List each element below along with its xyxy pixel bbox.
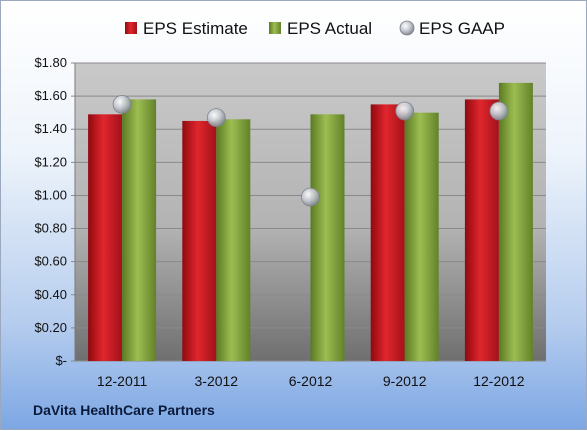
y-tick-label: $1.80 — [34, 55, 67, 70]
y-tick-label: $1.20 — [34, 154, 67, 169]
company-name: DaVita HealthCare Partners — [33, 402, 215, 418]
point-eps-gaap — [395, 101, 415, 121]
bar-eps-actual — [310, 114, 345, 361]
point-eps-gaap — [206, 108, 226, 128]
y-tick-label: $1.00 — [34, 187, 67, 202]
legend-swatch-eps-gaap — [399, 20, 415, 36]
x-category-label: 9-2012 — [383, 373, 427, 389]
bar-eps-estimate — [182, 120, 217, 361]
legend-label-eps-actual: EPS Actual — [287, 19, 372, 38]
bar-eps-estimate — [464, 99, 499, 361]
point-eps-gaap — [112, 94, 132, 114]
y-tick-label: $0.40 — [34, 287, 67, 302]
legend-label-eps-estimate: EPS Estimate — [143, 19, 248, 38]
bar-eps-actual — [498, 82, 533, 361]
bar-eps-actual — [216, 119, 251, 362]
bar-eps-actual — [122, 99, 157, 361]
bar-eps-actual — [404, 112, 439, 362]
bar-eps-estimate — [370, 104, 405, 361]
x-category-label: 12-2011 — [97, 373, 148, 389]
bar-eps-estimate — [88, 114, 123, 361]
legend-swatch-eps-actual — [269, 22, 281, 34]
x-category-label: 6-2012 — [289, 373, 333, 389]
legend-swatch-eps-estimate — [125, 22, 137, 34]
x-category-label: 3-2012 — [195, 373, 239, 389]
legend-label-eps-gaap: EPS GAAP — [419, 19, 505, 38]
y-tick-label: $0.20 — [34, 320, 67, 335]
y-tick-label: $1.60 — [34, 88, 67, 103]
y-tick-label: $1.40 — [34, 121, 67, 136]
y-tick-label: $0.60 — [34, 254, 67, 269]
y-tick-label: $0.80 — [34, 221, 67, 236]
point-eps-gaap — [489, 101, 509, 121]
y-tick-label: $- — [55, 353, 67, 368]
x-category-label: 12-2012 — [473, 373, 525, 389]
point-eps-gaap — [301, 187, 320, 207]
